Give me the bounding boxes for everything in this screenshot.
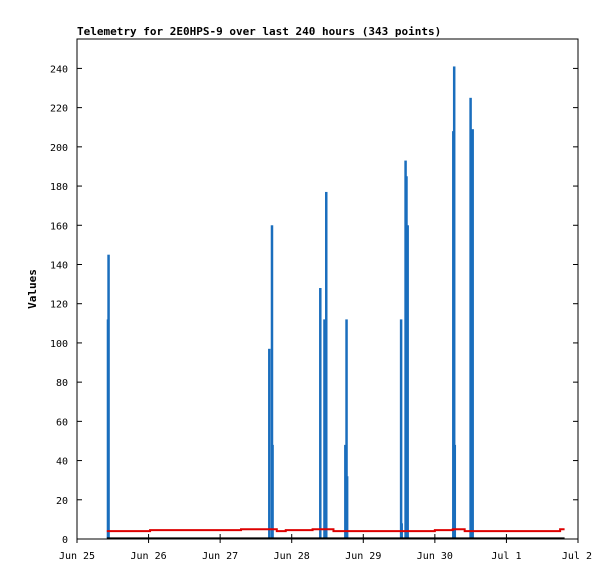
y-tick-label: 200 <box>50 143 68 154</box>
data-bar <box>471 129 474 539</box>
x-tick-label: Jun 25 <box>59 551 95 562</box>
data-bar <box>319 288 322 539</box>
y-tick-label: 80 <box>56 378 68 389</box>
y-tick-label: 100 <box>50 339 68 350</box>
data-bar <box>271 444 274 539</box>
y-tick-label: 240 <box>50 64 68 75</box>
y-axis: 0 20 40 60 80 100 120 140 160 180 200 220 240 <box>50 64 578 546</box>
y-tick-label: 220 <box>50 104 68 115</box>
y-tick-label: 40 <box>56 457 68 468</box>
data-bar <box>452 66 456 539</box>
data-bar <box>107 254 110 539</box>
x-tick-label: Jul 1 <box>491 551 521 562</box>
x-tick-label: Jun 26 <box>131 551 167 562</box>
data-bar <box>345 476 349 539</box>
y-tick-label: 0 <box>62 535 68 546</box>
x-tick-label: Jun 27 <box>202 551 238 562</box>
y-tick-label: 60 <box>56 417 68 428</box>
x-tick-label: Jun 30 <box>417 551 453 562</box>
data-bar <box>453 444 457 539</box>
series-line-red <box>106 528 565 533</box>
data-bar <box>270 225 274 539</box>
data-bar <box>268 348 271 539</box>
data-bar <box>399 319 403 539</box>
y-tick-label: 140 <box>50 260 68 271</box>
data-bar <box>345 319 348 539</box>
data-bar <box>325 191 328 540</box>
chart-title: Telemetry for 2E0HPS-9 over last 240 hou… <box>77 25 441 38</box>
y-tick-label: 120 <box>50 300 68 311</box>
x-tick-label: Jul 2 <box>562 551 592 562</box>
x-axis: Jun 25 Jun 26 Jun 27 Jun 28 Jun 29 Jun 30 Jul … <box>59 534 592 562</box>
y-tick-label: 20 <box>56 496 68 507</box>
data-bar <box>406 225 409 539</box>
y-axis-label: Values <box>26 269 39 309</box>
x-tick-label: Jun 28 <box>274 551 310 562</box>
series-layer <box>106 66 565 540</box>
y-tick-label: 160 <box>50 221 68 232</box>
y-tick-label: 180 <box>50 182 68 193</box>
x-tick-label: Jun 29 <box>345 551 381 562</box>
data-bar <box>323 319 326 539</box>
